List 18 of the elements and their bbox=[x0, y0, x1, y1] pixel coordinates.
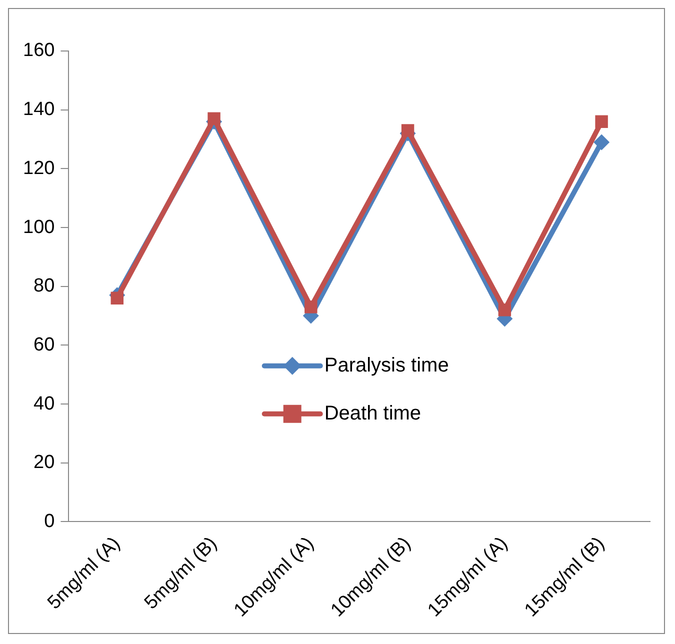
y-tick-label: 100 bbox=[23, 216, 55, 238]
point bbox=[208, 112, 220, 126]
y-tick-label: 160 bbox=[23, 40, 55, 62]
legend-label: Death time bbox=[324, 402, 422, 424]
point bbox=[304, 300, 318, 314]
point bbox=[401, 124, 414, 137]
y-tick-label: 0 bbox=[44, 510, 55, 532]
point bbox=[110, 292, 124, 304]
y-tick-label: 120 bbox=[23, 158, 55, 179]
y-tick-label: 20 bbox=[34, 452, 55, 474]
y-tick-label: 40 bbox=[34, 393, 55, 414]
point bbox=[595, 115, 608, 128]
y-tick-label: 140 bbox=[23, 99, 55, 120]
point bbox=[594, 134, 610, 150]
y-tick-label: 80 bbox=[34, 276, 55, 297]
point bbox=[498, 304, 512, 316]
y-tick-label: 60 bbox=[34, 334, 55, 356]
legend-label: Paralysis time bbox=[324, 354, 449, 376]
